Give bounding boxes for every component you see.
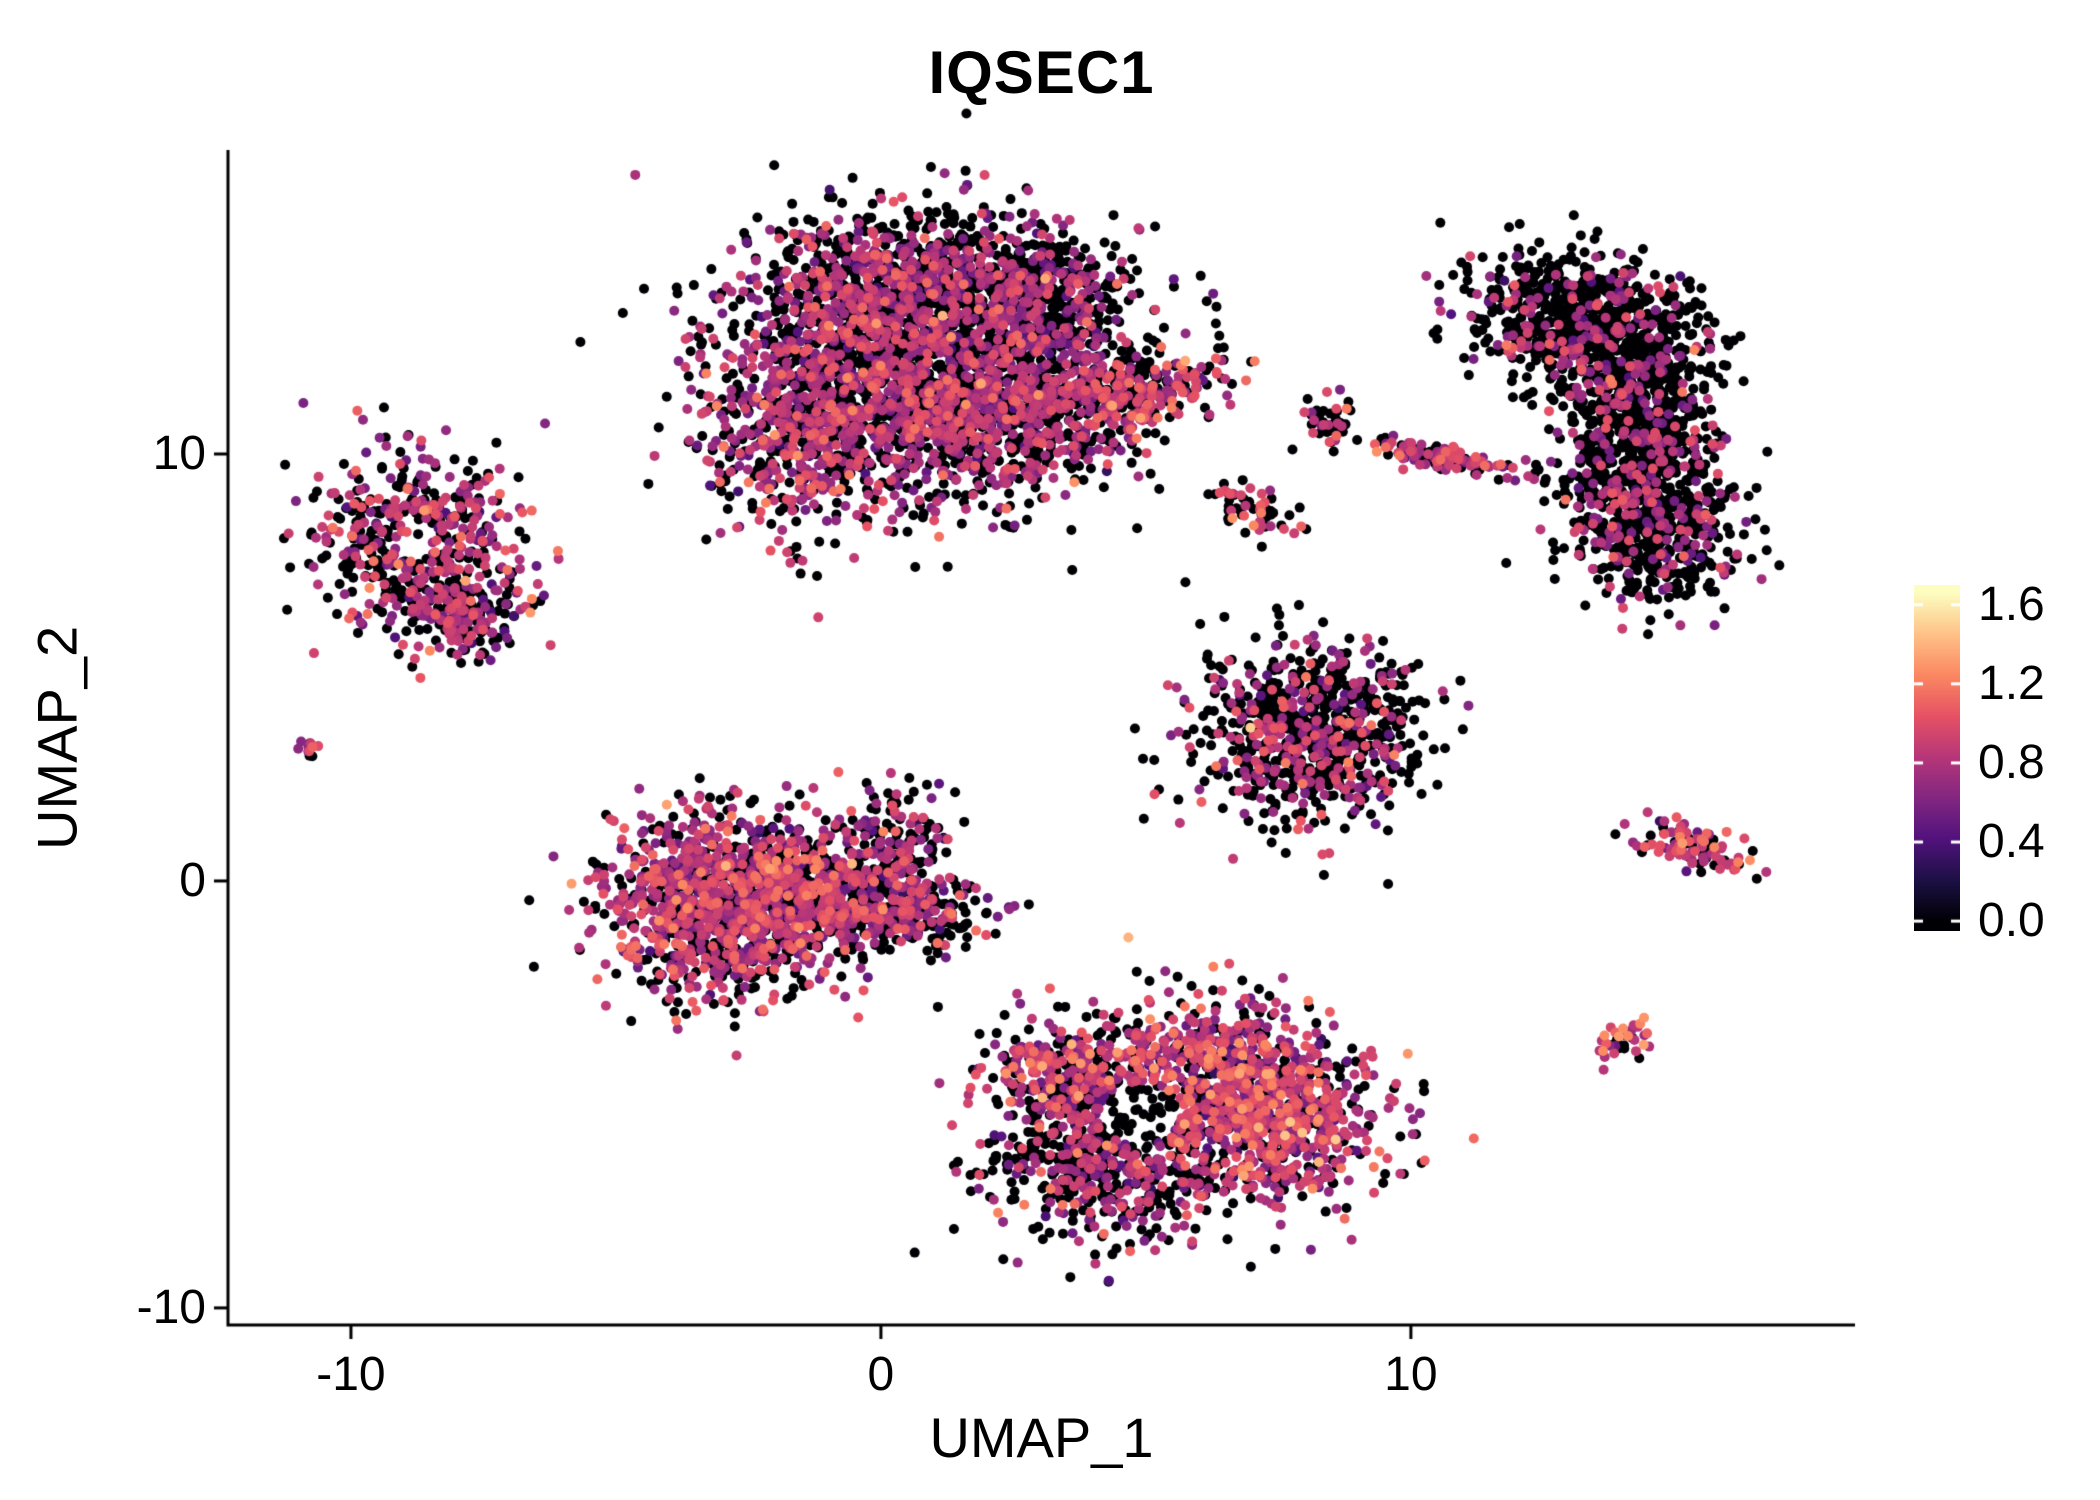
x-axis-label: UMAP_1 — [929, 1406, 1154, 1469]
colorbar-gradient — [1914, 585, 1960, 931]
x-axis-tick-label: 10 — [1384, 1348, 1438, 1401]
colorbar-tick-label: 1.2 — [1978, 656, 2045, 710]
colorbar-tick-label: 0.4 — [1978, 815, 2045, 869]
x-axis-tick-label: 0 — [867, 1348, 895, 1401]
y-axis-tick-label: -10 — [136, 1280, 206, 1334]
colorbar-tick-label: 0.8 — [1978, 735, 2045, 789]
y-axis-label: UMAP_2 — [25, 625, 89, 850]
x-axis-tick-label: -10 — [316, 1348, 386, 1401]
y-axis-tick-label: 10 — [152, 426, 206, 480]
plot-title: IQSEC1 — [928, 39, 1155, 106]
colorbar-tick-label: 1.6 — [1978, 577, 2045, 631]
y-axis-tick-label: 0 — [179, 853, 206, 907]
colorbar-tick-label: 0.0 — [1978, 894, 2045, 948]
